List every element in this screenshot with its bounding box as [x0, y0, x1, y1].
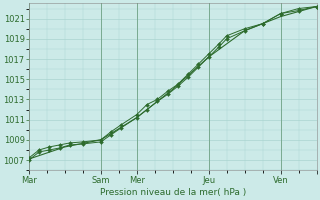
X-axis label: Pression niveau de la mer( hPa ): Pression niveau de la mer( hPa ) [100, 188, 246, 197]
